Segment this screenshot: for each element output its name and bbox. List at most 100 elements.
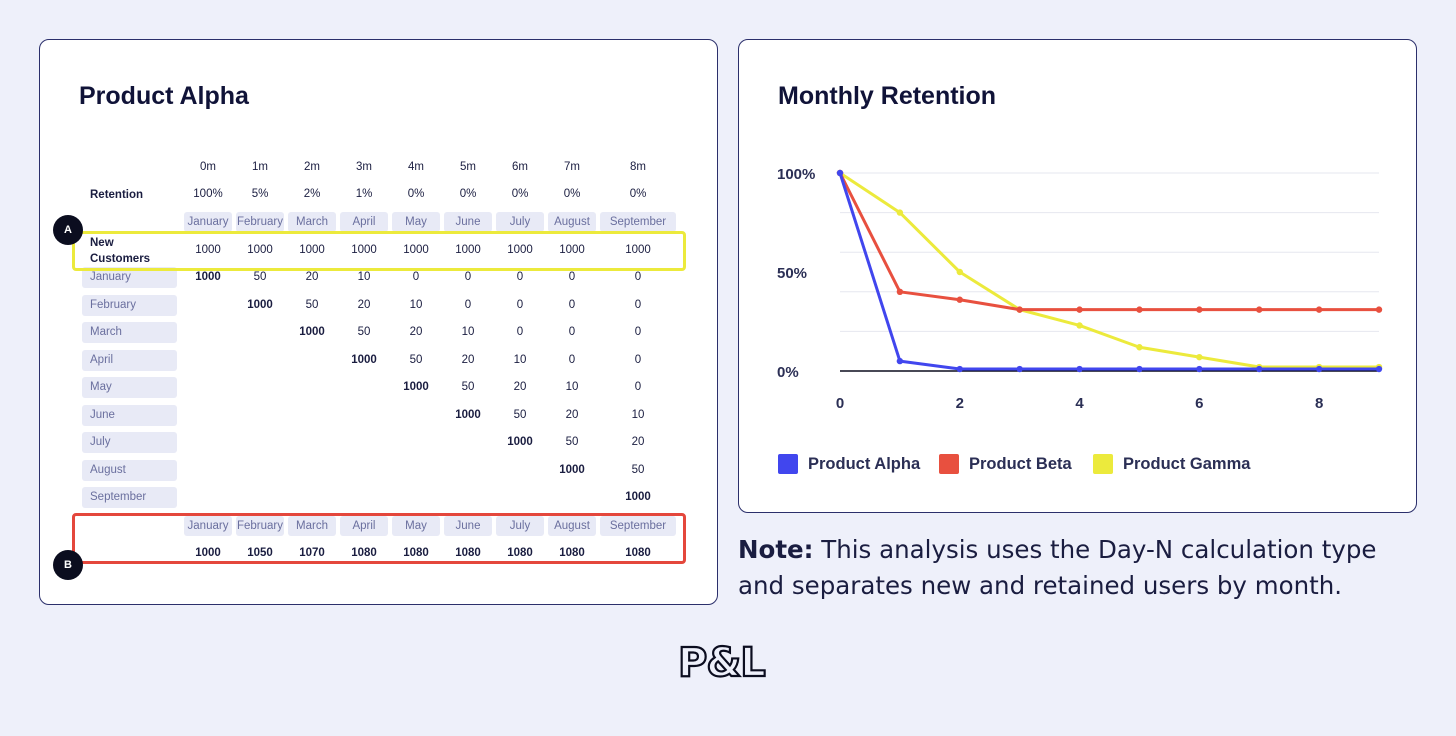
cohort-cell: 0 bbox=[634, 326, 642, 338]
legend-label-alpha: Product Alpha bbox=[808, 454, 921, 473]
total-value: 1080 bbox=[455, 547, 481, 559]
chart-title: Monthly Retention bbox=[778, 82, 997, 110]
period-header: 5m bbox=[460, 161, 476, 173]
new-customers-value: 1000 bbox=[455, 244, 481, 256]
total-value: 1070 bbox=[299, 547, 325, 559]
new-customers-value: 1000 bbox=[195, 244, 221, 256]
table-title: Product Alpha bbox=[79, 82, 249, 110]
month-header: July bbox=[496, 212, 544, 232]
data-point bbox=[1196, 365, 1203, 373]
cohort-cell: 0 bbox=[412, 271, 420, 283]
totals-month-header: April bbox=[340, 516, 388, 536]
cohort-cell: 0 bbox=[634, 381, 642, 393]
cohort-cell: 20 bbox=[409, 326, 423, 338]
data-point bbox=[1136, 365, 1143, 373]
retention-value: 2% bbox=[303, 188, 321, 200]
cohort-cell: 20 bbox=[461, 353, 475, 366]
cohort-cell: 1000 bbox=[299, 326, 325, 338]
new-customers-value: 1000 bbox=[507, 244, 533, 256]
series-line-product-beta bbox=[838, 172, 1379, 312]
totals-month-header: September bbox=[600, 516, 676, 536]
legend-label-beta: Product Beta bbox=[969, 454, 1072, 473]
total-value: 1080 bbox=[403, 547, 429, 559]
svg-text:P&L: P&L bbox=[678, 640, 765, 684]
cohort-cell: 0 bbox=[568, 353, 576, 366]
cohort-cell: 50 bbox=[409, 353, 423, 366]
cohort-cell: 10 bbox=[357, 271, 371, 283]
new-customers-value: 1000 bbox=[247, 244, 273, 256]
period-header: 4m bbox=[408, 161, 424, 173]
totals-month-header: March bbox=[288, 516, 336, 536]
new-customers-value: 1000 bbox=[403, 244, 429, 256]
cohort-row-label: April bbox=[82, 349, 177, 371]
cohort-cell: 20 bbox=[513, 381, 527, 393]
new-customers-value: 1000 bbox=[299, 244, 325, 256]
data-point bbox=[1256, 365, 1263, 373]
total-value: 1050 bbox=[247, 547, 273, 559]
cohort-cell: 1000 bbox=[455, 408, 481, 421]
data-point bbox=[1136, 306, 1143, 313]
cohort-cell: 0 bbox=[464, 271, 472, 283]
cohort-row-label: February bbox=[82, 294, 177, 316]
retention-label: Retention bbox=[90, 189, 144, 201]
cohort-cell: 0 bbox=[634, 353, 642, 366]
data-point bbox=[1196, 353, 1203, 361]
month-header: August bbox=[548, 212, 596, 232]
cohort-cell: 50 bbox=[461, 381, 475, 393]
x-tick-label: 0 bbox=[836, 395, 844, 412]
note-text: This analysis uses the Day-N calculation… bbox=[738, 535, 1377, 600]
cohort-cell: 1000 bbox=[403, 381, 429, 393]
cohort-cell: 50 bbox=[357, 326, 371, 338]
new-customers-value: 1000 bbox=[559, 244, 585, 256]
cohort-cell: 20 bbox=[565, 408, 579, 421]
month-header: January bbox=[184, 212, 232, 232]
cohort-cell: 50 bbox=[631, 463, 645, 476]
totals-month-header: June bbox=[444, 516, 492, 536]
total-value: 1080 bbox=[351, 547, 377, 559]
total-value: 1080 bbox=[625, 547, 651, 559]
y-tick-label: 50% bbox=[777, 265, 807, 282]
totals-highlight bbox=[72, 513, 686, 564]
retention-value: 0% bbox=[459, 188, 477, 200]
period-header: 6m bbox=[512, 161, 528, 173]
cohort-row-label: August bbox=[82, 459, 177, 481]
series-line-product-gamma bbox=[839, 171, 1379, 369]
note-prefix: Note: bbox=[738, 535, 814, 564]
new-customers-highlight bbox=[72, 231, 686, 271]
cohort-cell: 10 bbox=[565, 381, 579, 393]
data-point bbox=[1375, 306, 1383, 313]
cohort-cell: 50 bbox=[565, 436, 579, 448]
cohort-cell: 0 bbox=[634, 298, 642, 311]
cohort-row-label: June bbox=[82, 404, 177, 426]
legend-product-gamma: Product Gamma bbox=[1093, 454, 1250, 474]
totals-month-header: July bbox=[496, 516, 544, 536]
period-header: 0m bbox=[200, 161, 216, 173]
marker-a: A bbox=[53, 215, 83, 245]
cohort-cell: 10 bbox=[513, 353, 527, 366]
retention-line-chart: 0% 50% 100% 0 2 4 6 8 bbox=[777, 166, 1383, 412]
cohort-cell: 50 bbox=[513, 408, 527, 421]
total-value: 1080 bbox=[559, 547, 585, 559]
new-customers-value: 1000 bbox=[351, 244, 377, 256]
cohort-table-card: Product Alpha 0m 1m 2m 3m 4m 5m 6m 7m 8m Retentio… bbox=[39, 39, 718, 605]
legend-swatch-gamma bbox=[1093, 454, 1113, 474]
new-customers-value: 1000 bbox=[625, 244, 651, 256]
period-header: 3m bbox=[356, 161, 372, 173]
cohort-cell: 0 bbox=[516, 298, 524, 311]
data-point bbox=[1076, 322, 1083, 329]
cohort-cell: 1000 bbox=[351, 353, 377, 366]
marker-b: B bbox=[53, 550, 83, 580]
data-point bbox=[1076, 365, 1083, 373]
cohort-cell: 10 bbox=[631, 408, 645, 421]
data-point bbox=[1136, 344, 1143, 351]
cohort-cell: 0 bbox=[464, 298, 472, 311]
cohort-cell: 0 bbox=[634, 271, 642, 283]
data-point bbox=[1016, 365, 1023, 373]
legend-swatch-beta bbox=[939, 454, 959, 474]
x-tick-label: 6 bbox=[1195, 395, 1203, 412]
data-point bbox=[1196, 306, 1203, 313]
retention-chart-card: Monthly Retention 0% 50% 100% 0 2 4 6 8 Product… bbox=[738, 39, 1417, 513]
cohort-cell: 50 bbox=[253, 271, 267, 283]
cohort-row-label: March bbox=[82, 322, 177, 343]
cohort-cell: 1000 bbox=[195, 271, 221, 283]
